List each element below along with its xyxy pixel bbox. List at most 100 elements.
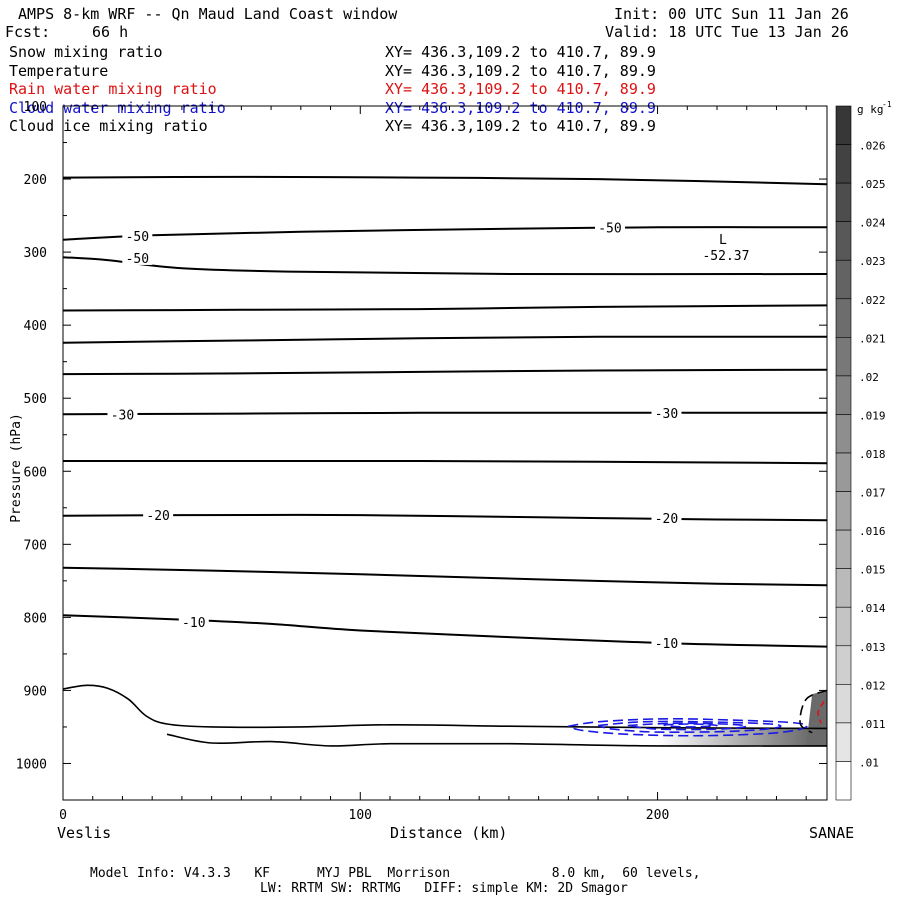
isotherm-line — [62, 335, 828, 344]
colorbar-unit-exponent: -1 — [882, 100, 892, 109]
colorbar-swatch — [835, 298, 852, 338]
field-section-coords: XY= 436.3,109.2 to 410.7, 89.9 — [385, 43, 656, 61]
colorbar-swatch — [835, 529, 852, 569]
y-tick-label: 100 — [24, 100, 47, 115]
field-section-coords: XY= 436.3,109.2 to 410.7, 89.9 — [385, 80, 656, 98]
isotherm-line — [62, 175, 828, 186]
right-endpoint: SANAE — [809, 824, 855, 842]
colorbar-tick-label: .02 — [859, 371, 879, 384]
colorbar-tick-label: .013 — [859, 641, 886, 654]
isotherm-line — [63, 459, 828, 465]
isotherm-line — [62, 304, 828, 312]
x-tick-label: 100 — [349, 808, 372, 823]
terrain-line — [166, 733, 828, 747]
contour-label: -30 — [655, 407, 678, 422]
low-center-value: -52.37 — [702, 249, 749, 264]
rain-water-contour — [817, 700, 825, 724]
colorbar-swatch — [835, 568, 852, 608]
forecast-label: Fcst: — [5, 23, 51, 41]
contour-label-bg — [107, 406, 138, 422]
cloud-ice-contour — [799, 689, 828, 734]
cloud-water-contour — [663, 723, 718, 728]
colorbar-swatch — [835, 645, 852, 685]
isotherm-line — [62, 368, 828, 376]
contour-label-bg — [143, 507, 174, 523]
forecast-value: 66 h — [92, 23, 129, 41]
contour-label-bg — [651, 404, 682, 420]
colorbar-tick-label: .018 — [859, 448, 886, 461]
contour-label-bg — [122, 249, 153, 265]
colorbar-unit: g kg — [857, 103, 884, 116]
y-tick-label: 500 — [24, 392, 47, 407]
colorbar-swatch — [835, 491, 852, 531]
colorbar-swatch — [835, 375, 852, 415]
footer-line2: LW: RRTM SW: RRTMG DIFF: simple KM: 2D S… — [260, 881, 628, 896]
x-axis-label: Distance (km) — [390, 824, 508, 842]
colorbar-tick-label: .016 — [859, 525, 886, 538]
y-tick-label: 400 — [24, 319, 47, 334]
colorbar-swatch — [835, 144, 852, 184]
colorbar-swatch — [835, 722, 852, 762]
footer-line1: Model Info: V4.3.3 KF MYJ PBL Morrison 8… — [90, 866, 701, 881]
colorbar-tick-label: .019 — [859, 409, 886, 422]
contour-label: -20 — [655, 512, 678, 527]
field-name: Cloud ice mixing ratio — [9, 117, 208, 135]
cloud-water-contour — [597, 720, 782, 734]
field-name: Rain water mixing ratio — [9, 80, 217, 98]
contour-label: -30 — [111, 408, 134, 423]
field-section-coords: XY= 436.3,109.2 to 410.7, 89.9 — [385, 117, 656, 135]
y-tick-label: 300 — [24, 246, 47, 261]
low-center-marker: L — [719, 233, 727, 248]
snow-shading-core — [806, 690, 827, 746]
contour-label: -50 — [126, 252, 149, 267]
isotherm-line — [62, 226, 828, 241]
isotherm-line — [62, 614, 828, 648]
field-name: Temperature — [9, 61, 109, 80]
colorbar-swatch — [835, 414, 852, 454]
colorbar-tick-label: .024 — [859, 217, 886, 230]
colorbar-tick-label: .025 — [859, 178, 886, 191]
contour-label-bg — [594, 219, 625, 235]
colorbar-tick-label: .026 — [859, 140, 886, 153]
terrain-line — [62, 684, 828, 730]
y-tick-label: 800 — [24, 611, 47, 626]
isotherm-line — [62, 256, 828, 276]
plot-frame — [62, 105, 828, 801]
init-time: Init: 00 UTC Sun 11 Jan 26 — [614, 5, 849, 23]
contour-label: -50 — [126, 230, 149, 245]
y-tick-label: 600 — [24, 465, 47, 480]
colorbar-tick-label: .017 — [859, 487, 886, 500]
contour-label: -20 — [146, 509, 169, 524]
isotherm-line — [62, 411, 827, 416]
left-endpoint: Veslis — [57, 824, 112, 842]
chart-title: AMPS 8-km WRF -- Qn Maud Land Coast wind… — [18, 5, 398, 23]
contour-label-bg — [651, 510, 682, 526]
colorbar-tick-label: .012 — [859, 679, 886, 692]
contour-label-bg — [651, 634, 682, 650]
x-tick-label: 0 — [59, 808, 67, 823]
contour-label-bg — [178, 613, 209, 629]
x-tick-label: 200 — [646, 808, 669, 823]
colorbar-swatch — [835, 761, 852, 801]
colorbar-tick-label: .014 — [859, 602, 886, 615]
valid-time: Valid: 18 UTC Tue 13 Jan 26 — [605, 23, 849, 41]
field-section-coords: XY= 436.3,109.2 to 410.7, 89.9 — [385, 61, 656, 80]
colorbar-swatch — [835, 182, 852, 222]
colorbar-tick-label: .01 — [859, 756, 879, 769]
colorbar-swatch — [835, 221, 852, 261]
y-tick-label: 200 — [24, 173, 47, 188]
field-name: Snow mixing ratio — [9, 43, 163, 61]
isotherm-line — [62, 566, 828, 587]
y-axis-label: Pressure (hPa) — [8, 413, 24, 523]
colorbar-tick-label: .015 — [859, 564, 886, 577]
y-tick-label: 1000 — [16, 757, 47, 772]
colorbar-swatch — [835, 105, 852, 145]
colorbar-tick-label: .011 — [859, 718, 886, 731]
y-tick-label: 700 — [24, 538, 47, 553]
isotherm-line — [62, 513, 828, 522]
field-name: Cloud water mixing ratio — [9, 98, 226, 117]
colorbar-swatch — [835, 684, 852, 724]
contour-label: -10 — [655, 637, 678, 652]
contour-label: -10 — [182, 616, 205, 631]
